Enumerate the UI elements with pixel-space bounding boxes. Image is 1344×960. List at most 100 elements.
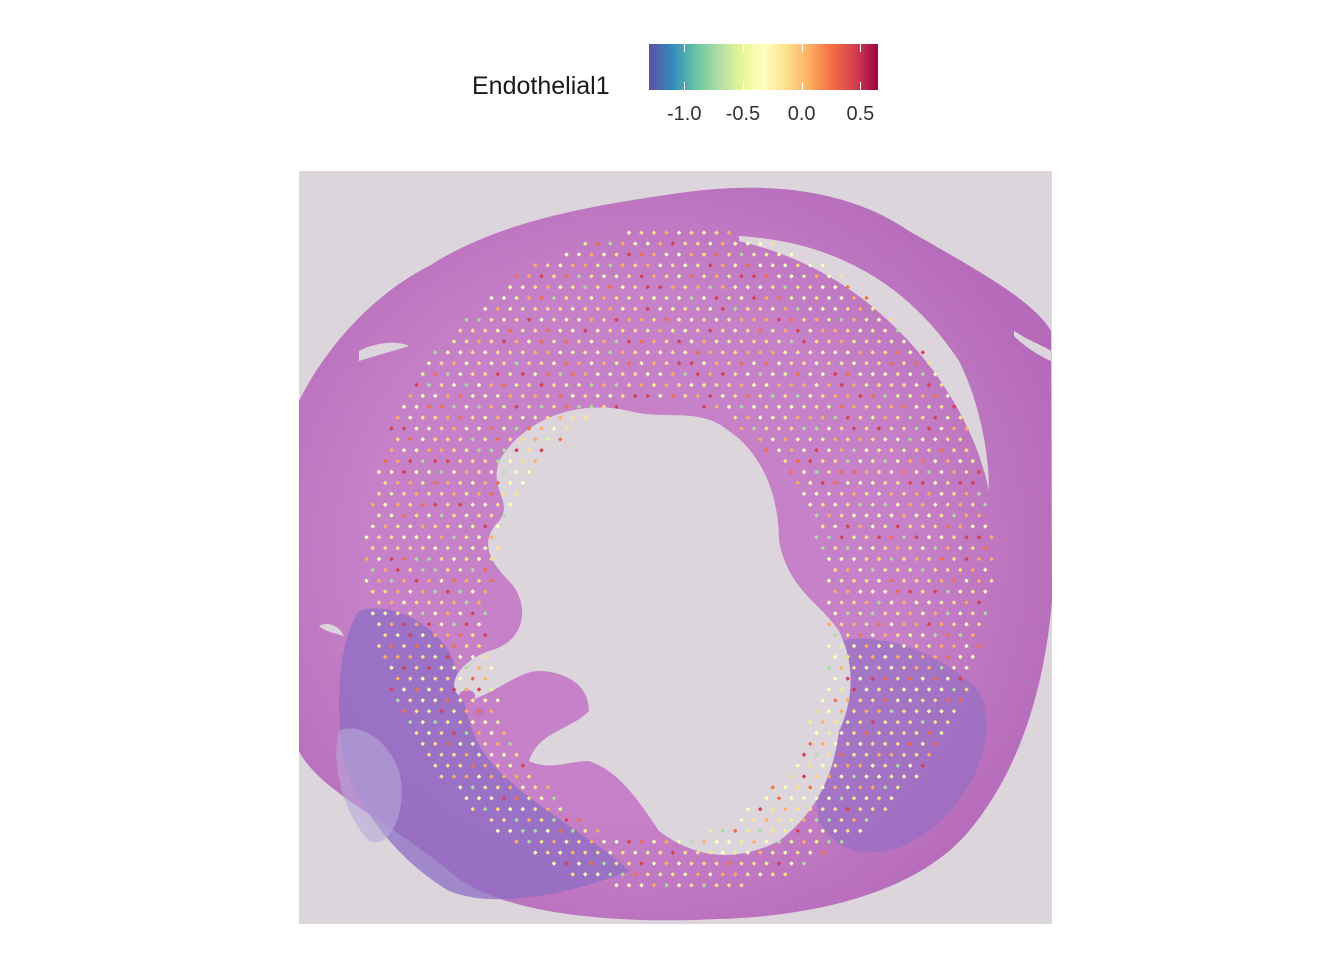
spot	[839, 708, 844, 714]
spot	[757, 241, 763, 246]
spot	[739, 273, 744, 279]
spot	[820, 763, 826, 768]
spot	[445, 437, 451, 442]
spot	[851, 513, 857, 518]
spot	[945, 654, 951, 660]
spot	[951, 643, 957, 649]
spot	[914, 447, 919, 453]
spot	[882, 371, 888, 377]
spot	[776, 339, 782, 344]
spot	[964, 556, 969, 562]
spot	[382, 567, 388, 573]
spot	[782, 850, 788, 855]
spot	[595, 241, 601, 246]
spot	[764, 795, 769, 801]
spot	[714, 861, 719, 866]
spot	[757, 415, 763, 420]
spot	[720, 350, 726, 355]
spot	[701, 382, 707, 388]
spot	[514, 273, 519, 279]
spot	[526, 447, 532, 453]
spot	[482, 371, 488, 377]
spot	[764, 861, 769, 866]
spot	[901, 600, 907, 605]
spot	[932, 567, 938, 573]
spot	[389, 578, 394, 584]
spot	[951, 578, 957, 584]
spot	[845, 306, 851, 312]
spot	[764, 273, 769, 279]
spot	[732, 371, 738, 377]
immune-region	[339, 608, 629, 900]
spot	[426, 360, 432, 366]
spot	[564, 317, 569, 323]
spot	[632, 284, 638, 290]
spot	[857, 480, 863, 486]
spot	[864, 774, 869, 779]
spot	[676, 882, 682, 888]
spot	[420, 654, 426, 660]
spot	[951, 708, 957, 714]
spot	[414, 621, 419, 627]
spot	[757, 828, 763, 834]
spot	[501, 317, 507, 323]
spot	[614, 360, 619, 366]
spot	[895, 458, 901, 464]
spot	[389, 534, 394, 540]
spot	[757, 371, 763, 377]
spot	[739, 404, 744, 410]
spot	[370, 611, 376, 616]
spot	[745, 415, 751, 420]
spot	[582, 263, 588, 268]
spot	[432, 350, 438, 355]
spot	[532, 393, 538, 399]
spot	[414, 643, 419, 649]
spot	[789, 382, 794, 388]
spot	[639, 295, 644, 301]
spot	[832, 785, 838, 790]
spot	[639, 317, 644, 323]
spot	[589, 360, 594, 366]
spot	[389, 600, 394, 605]
spot	[757, 284, 763, 290]
spot	[701, 839, 707, 845]
spot	[907, 719, 913, 725]
spot	[939, 426, 944, 431]
colorbar-tick-bottom	[684, 82, 686, 90]
spot	[401, 534, 407, 540]
spot	[851, 708, 857, 714]
colorbar-tick-bottom	[860, 82, 862, 90]
spot	[470, 350, 476, 355]
spot	[457, 393, 463, 399]
spot	[882, 567, 888, 573]
spot	[857, 763, 863, 768]
spot	[757, 328, 763, 333]
spot	[876, 556, 882, 562]
spot	[739, 861, 744, 866]
spot	[745, 393, 751, 399]
spot	[570, 306, 576, 312]
spot	[914, 621, 919, 627]
spot	[864, 730, 869, 736]
spot	[907, 763, 913, 768]
spot	[782, 806, 788, 812]
spot	[926, 534, 932, 540]
spot	[776, 795, 782, 801]
spot	[470, 415, 476, 420]
spot	[582, 328, 588, 333]
spot	[676, 230, 682, 236]
spot	[907, 567, 913, 573]
spot	[789, 360, 794, 366]
spot	[895, 393, 901, 399]
legend-title: Endothelial1	[472, 72, 610, 100]
spot	[982, 611, 988, 616]
spot	[695, 284, 701, 290]
spot	[689, 295, 694, 301]
spot	[851, 752, 857, 758]
spot	[814, 447, 819, 453]
spot	[832, 502, 838, 507]
spot	[582, 393, 588, 399]
spot	[689, 882, 694, 888]
spot	[895, 328, 901, 333]
spot	[807, 263, 813, 268]
